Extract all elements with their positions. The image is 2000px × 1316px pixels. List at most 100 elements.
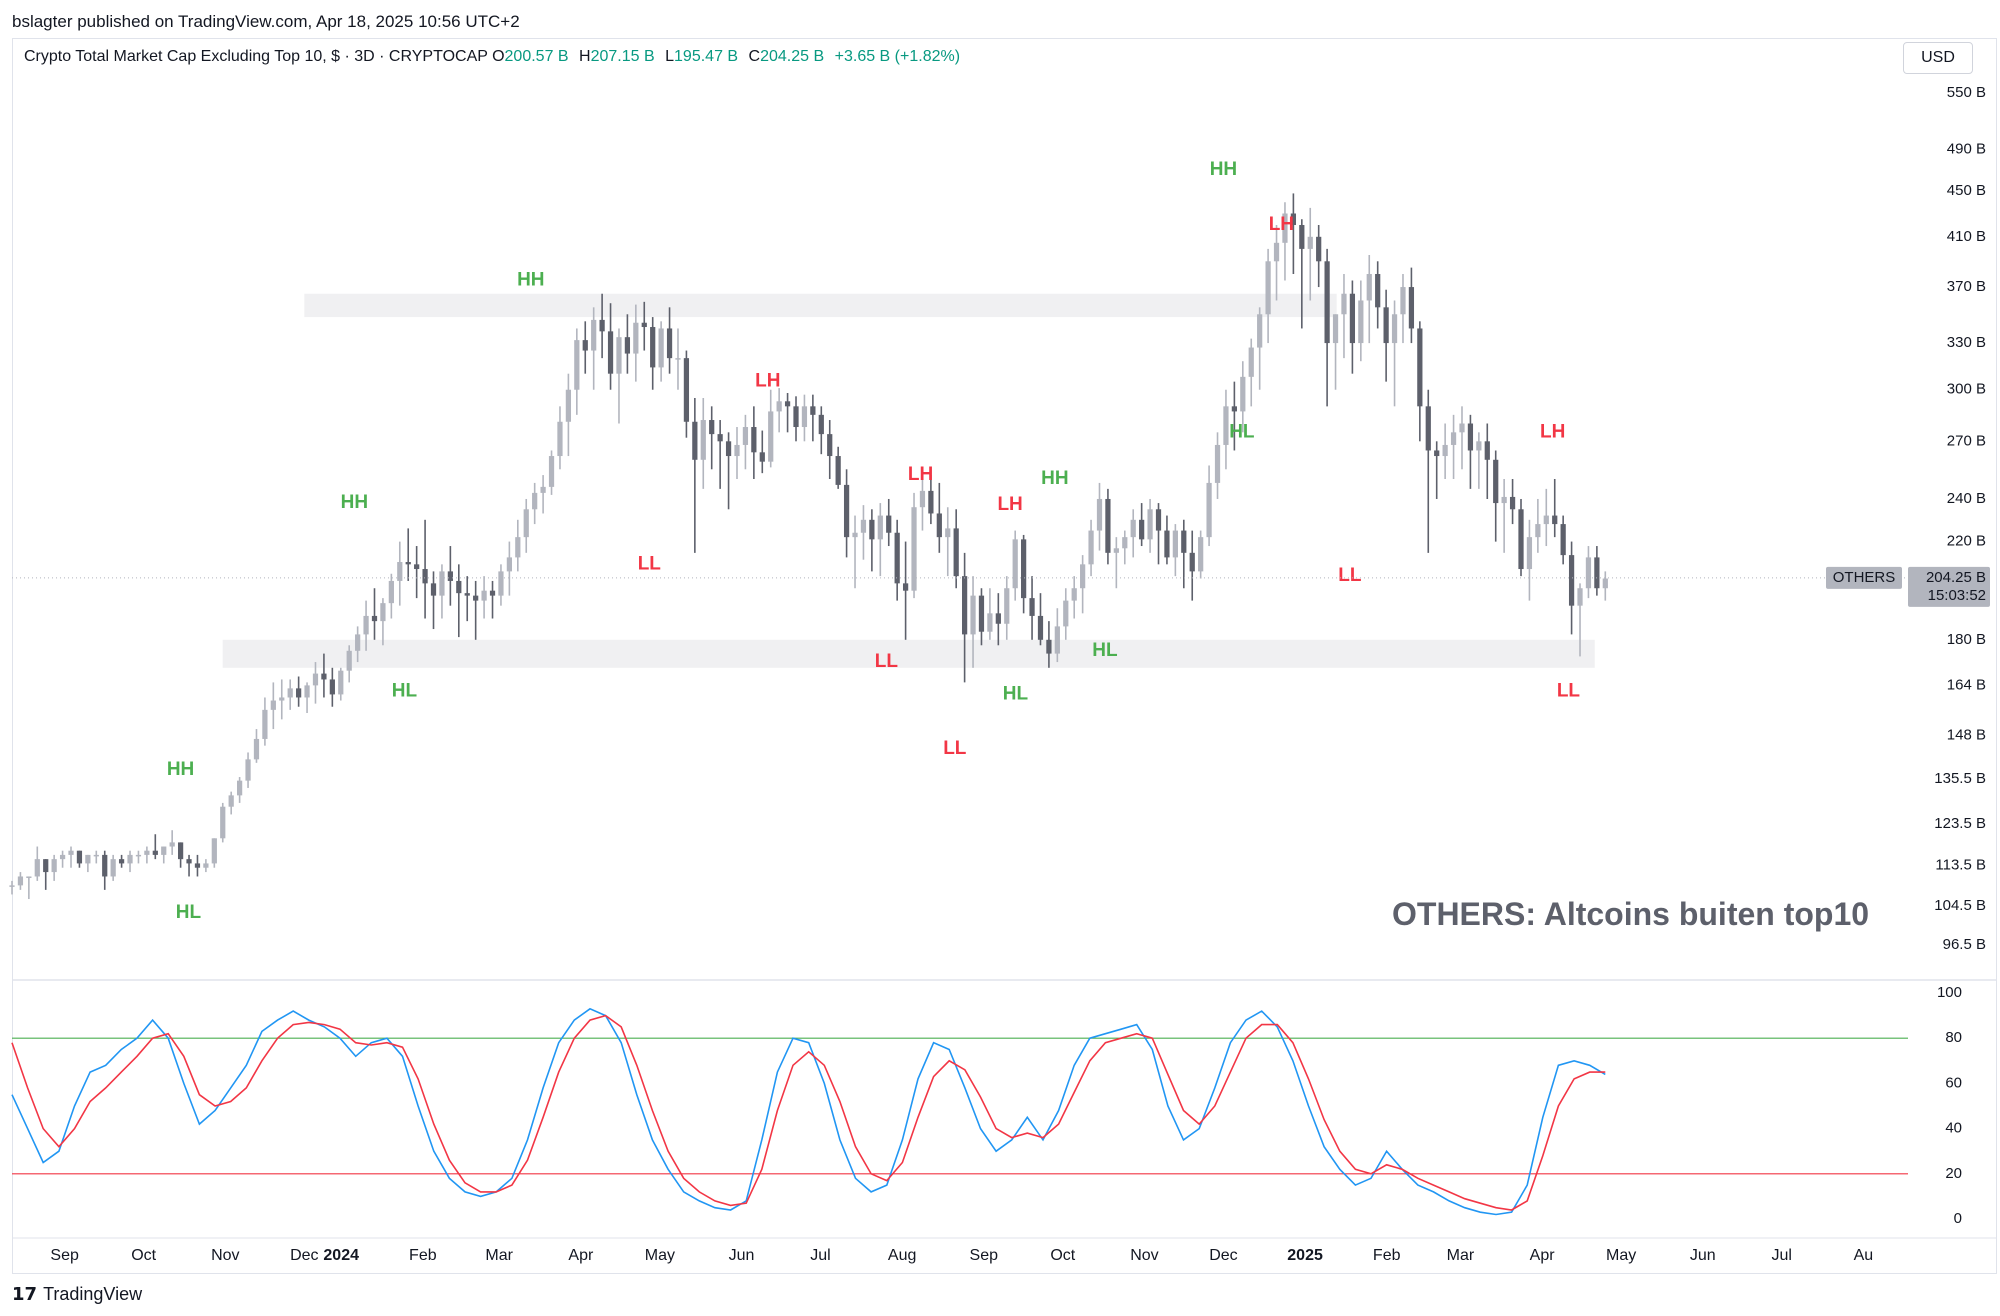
currency-button[interactable]: USD <box>1903 42 1973 74</box>
candle <box>1257 307 1263 390</box>
candle <box>768 389 774 468</box>
candle-body <box>1552 515 1558 525</box>
candle <box>371 588 378 640</box>
symbol-title[interactable]: Crypto Total Market Cap Excluding Top 10… <box>24 48 488 65</box>
candle <box>751 406 757 479</box>
candle <box>1459 406 1465 470</box>
candle-body <box>456 580 462 594</box>
time-tick-label: 2024 <box>323 1247 359 1264</box>
candle-body <box>1198 537 1204 572</box>
candle-body <box>414 564 420 570</box>
candle-body <box>177 842 184 860</box>
candle-body <box>211 838 217 864</box>
candle-body <box>498 571 504 596</box>
price-tick-label: 490 B <box>1947 141 1986 158</box>
candle-body <box>1054 626 1060 654</box>
candle <box>1206 465 1212 547</box>
pattern-label-ll: LL <box>943 738 967 759</box>
pattern-label-hh: HH <box>1210 159 1237 180</box>
candle-body <box>1223 406 1229 445</box>
price-tag-countdown: 15:03:52 <box>1928 587 1986 604</box>
candle-body <box>902 583 909 591</box>
candle-body <box>616 337 622 374</box>
candle-body <box>515 537 521 558</box>
candle-body <box>1535 524 1541 538</box>
candle-body <box>1105 498 1111 553</box>
candle-body <box>877 515 883 540</box>
candle-body <box>1459 423 1465 433</box>
candle-body <box>110 859 116 877</box>
candle-body <box>85 854 91 864</box>
chart-watermark: OTHERS: Altcoins buiten top10 <box>1392 896 1870 932</box>
pattern-label-hl: HL <box>1092 640 1118 661</box>
time-tick-label: May <box>1606 1247 1636 1264</box>
candle <box>405 528 411 581</box>
candle <box>296 676 302 707</box>
candle-body <box>1139 519 1145 540</box>
price-tick-label: 164 B <box>1947 676 1986 693</box>
candle <box>1164 515 1170 565</box>
candle <box>1577 583 1583 657</box>
candle <box>397 541 403 606</box>
candle <box>725 432 732 510</box>
tradingview-logo[interactable]: 𝟭𝟳 TradingView <box>12 1284 142 1305</box>
candle-body <box>473 595 479 601</box>
candle <box>346 645 352 683</box>
stoch-tick-label: 100 <box>1937 984 1962 1001</box>
price-tick-label: 148 B <box>1947 727 1986 744</box>
candle-body <box>548 456 555 487</box>
candle <box>995 593 1001 646</box>
time-tick-label: May <box>645 1247 675 1264</box>
candle-body <box>1214 444 1221 483</box>
time-tick-label: Jul <box>810 1247 830 1264</box>
candle-body <box>1518 509 1524 570</box>
candle <box>928 475 934 525</box>
time-tick-label: Oct <box>1050 1247 1075 1264</box>
time-tick-label: Jun <box>729 1247 755 1264</box>
candle-body <box>1240 376 1246 412</box>
candle-body <box>1290 213 1297 226</box>
candle <box>1004 576 1010 640</box>
candle-body <box>1299 225 1305 249</box>
candle <box>1450 414 1457 479</box>
candle-body <box>464 593 470 596</box>
high-value: 207.15 B <box>590 48 655 65</box>
candle-body <box>709 420 715 435</box>
candle-body <box>717 434 723 442</box>
candle <box>1476 432 1482 489</box>
candle-body <box>1248 347 1254 377</box>
candle-body <box>666 328 673 359</box>
candle <box>51 854 57 881</box>
candle-body <box>768 411 774 462</box>
candle-body <box>1560 524 1566 556</box>
candle-body <box>161 846 167 855</box>
candle <box>1037 593 1044 646</box>
candle-body <box>700 420 706 460</box>
candle <box>110 854 116 881</box>
candle <box>869 509 875 572</box>
candle-body <box>152 850 158 855</box>
candle <box>658 321 664 382</box>
low-value: 195.47 B <box>674 48 739 65</box>
candle-body <box>93 854 99 857</box>
candle-body <box>557 421 563 457</box>
candle <box>177 842 184 868</box>
candle <box>489 580 496 619</box>
candle-body <box>1493 459 1499 504</box>
candle-body <box>1467 423 1474 451</box>
candle-body <box>978 595 985 632</box>
candle <box>169 830 175 855</box>
candle-body <box>1332 314 1339 344</box>
candle-body <box>784 401 791 407</box>
candle-body <box>59 854 66 860</box>
candle <box>1560 515 1566 565</box>
candle <box>1493 450 1499 542</box>
pattern-label-hh: HH <box>341 492 368 513</box>
candle <box>734 427 740 479</box>
candle-body <box>1434 450 1440 457</box>
candle <box>759 430 765 474</box>
candle <box>68 846 74 868</box>
symbol-tag: OTHERS <box>1833 569 1896 586</box>
candle-body <box>1004 588 1010 624</box>
